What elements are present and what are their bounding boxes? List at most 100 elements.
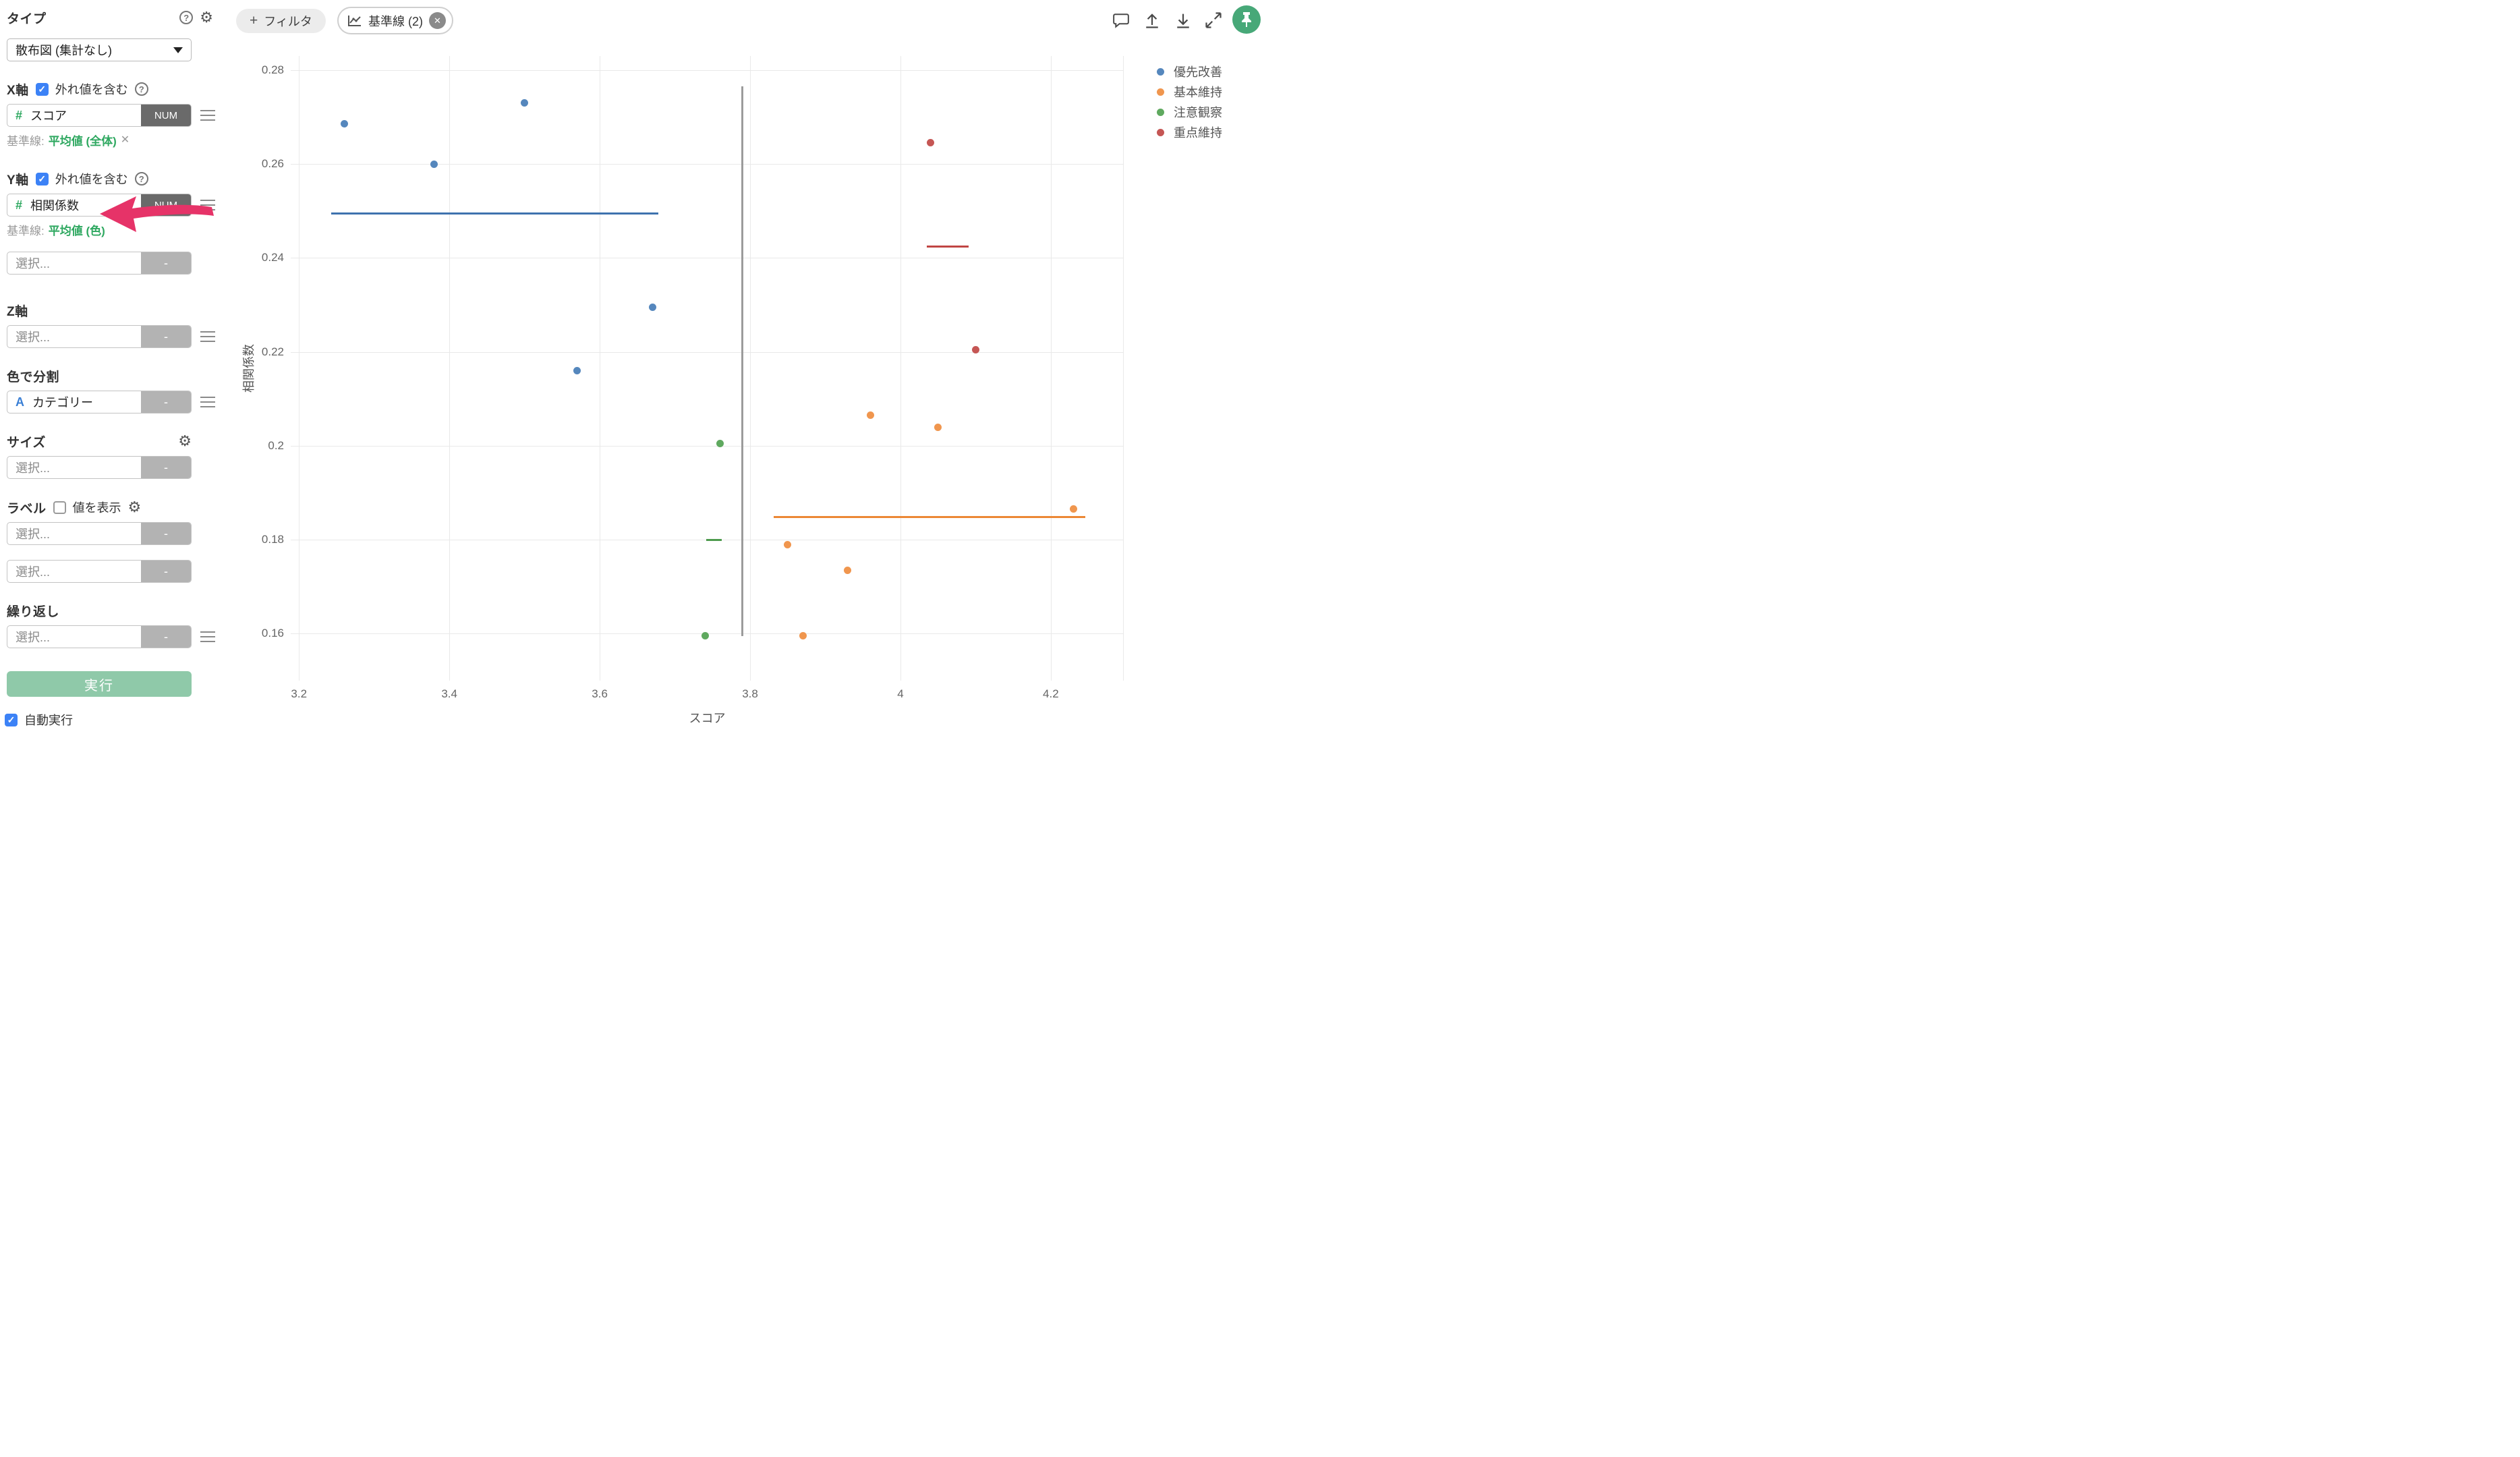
data-point[interactable] [701,632,709,640]
color-menu-icon[interactable] [200,397,215,407]
legend-item[interactable]: 優先改善 [1157,64,1222,79]
data-point[interactable] [430,160,438,168]
size-select-field[interactable]: 選択... - [7,456,192,479]
label-select-field-1[interactable]: 選択... - [7,522,192,545]
scatter-plot: 相関係数 スコア 0.28 0.26 0.24 0.22 0.2 0.18 0.16 3.2 3… [242,56,1124,725]
data-point[interactable] [784,540,792,548]
x-outlier-help-icon[interactable]: ? [134,82,148,96]
legend-item[interactable]: 基本維持 [1157,84,1222,99]
color-section-header: 色で分割 [7,368,213,384]
download-icon[interactable] [1174,11,1193,30]
series-mean-line [926,246,969,248]
label-gear-icon[interactable]: ⚙ [127,498,142,515]
x-outlier-checkbox[interactable]: ✓ [35,82,49,96]
y-extra-agg-badge[interactable]: - [141,252,191,274]
color-field-value: カテゴリー [32,396,93,409]
x-axis-title: スコア [689,712,726,725]
y-axis-field[interactable]: # 相関係数 NUM [7,194,192,217]
repeat-select-field[interactable]: 選択... - [7,625,192,648]
auto-run-checkbox[interactable]: ✓ [5,713,18,726]
size-gear-icon[interactable]: ⚙ [178,432,192,449]
close-icon[interactable]: ✕ [429,12,446,29]
repeat-menu-icon[interactable] [200,631,215,642]
series-mean-line [706,538,722,541]
pushpin-icon [1242,12,1251,27]
data-point[interactable] [866,411,874,420]
pin-button[interactable] [1232,5,1261,34]
expand-icon[interactable] [1204,11,1223,30]
legend-item[interactable]: 注意観察 [1157,105,1222,119]
label-placeholder-2: 選択... [16,565,51,579]
label-agg-badge-2[interactable]: - [141,561,191,582]
data-point[interactable] [716,439,724,447]
repeat-agg-badge[interactable]: - [141,626,191,648]
data-point[interactable] [340,120,348,128]
x-baseline-remove-icon[interactable]: ✕ [120,134,130,146]
data-point[interactable] [934,423,942,431]
run-button[interactable]: 実行 [7,671,192,697]
h-gridline [291,164,1124,165]
add-filter-chip[interactable]: + フィルタ [236,9,326,33]
legend-dot-icon [1157,128,1164,136]
legend-dot-icon [1157,67,1164,76]
y-baseline-prefix: 基準線: [7,224,45,237]
y-extra-select-field[interactable]: 選択... - [7,252,192,275]
data-point[interactable] [1069,505,1077,513]
auto-run-row: ✓ 自動実行 [5,711,223,728]
character-type-icon: A [16,395,24,409]
data-point[interactable] [648,303,656,311]
z-axis-select-field[interactable]: 選択... - [7,325,192,348]
show-values-checkbox[interactable] [53,501,66,514]
x-mean-baseline [741,86,744,636]
x-axis-field[interactable]: # スコア NUM [7,104,192,127]
y-outlier-help-icon[interactable]: ? [134,172,148,185]
color-agg-badge[interactable]: - [141,391,191,413]
size-section-header: サイズ ⚙ [7,432,192,450]
sidebar: タイプ ? ⚙ 散布図 (集計なし) X軸 ✓ 外れ値を含む ? # スコア N… [0,0,223,728]
numeric-type-icon: # [16,198,23,212]
y-axis-label: Y軸 [7,173,29,188]
y-tick-label: 0.16 [261,627,284,640]
x-axis-menu-icon[interactable] [200,110,215,121]
y-baseline-value[interactable]: 平均値 (色) [48,224,105,237]
data-point[interactable] [521,99,529,107]
color-field-row: A カテゴリー - [7,391,223,413]
x-baseline-prefix: 基準線: [7,134,45,148]
chart-type-dropdown[interactable]: 散布図 (集計なし) [7,38,192,61]
color-field[interactable]: A カテゴリー - [7,391,192,413]
baseline-chip[interactable]: 基準線 (2) ✕ [337,7,453,34]
legend-item[interactable]: 重点維持 [1157,125,1222,140]
z-axis-agg-badge[interactable]: - [141,326,191,347]
repeat-field-row: 選択... - [7,625,223,648]
y-tick-label: 0.22 [261,345,284,358]
arrow-annotation [100,196,214,232]
data-point[interactable] [927,139,935,147]
z-axis-label: Z軸 [7,304,28,319]
series-mean-line [773,515,1086,518]
plus-icon: + [250,13,258,28]
upload-icon[interactable] [1143,11,1162,30]
data-point[interactable] [799,632,807,640]
x-baseline-value[interactable]: 平均値 (全体) [48,134,117,148]
h-gridline [291,351,1124,353]
legend-label: 基本維持 [1174,86,1222,99]
data-point[interactable] [971,345,979,353]
label-agg-badge-1[interactable]: - [141,523,191,544]
series-mean-line [331,212,659,215]
data-point[interactable] [844,566,852,574]
type-gear-icon[interactable]: ⚙ [200,9,213,26]
label-select-field-2[interactable]: 選択... - [7,560,192,583]
z-axis-menu-icon[interactable] [200,331,215,342]
repeat-section-header: 繰り返し [7,602,213,619]
y-axis-header: Y軸 ✓ 外れ値を含む ? [7,171,213,188]
comment-icon[interactable] [1112,11,1130,30]
y-outlier-checkbox[interactable]: ✓ [35,172,49,185]
data-point[interactable] [573,366,581,374]
y-tick-label: 0.24 [261,251,284,264]
x-axis-type-badge[interactable]: NUM [141,105,191,126]
size-placeholder: 選択... [16,461,51,475]
size-agg-badge[interactable]: - [141,457,191,478]
x-tick-label: 3.2 [291,687,308,700]
type-help-icon[interactable]: ? [179,11,194,24]
label-field-row-1: 選択... - [7,522,223,545]
